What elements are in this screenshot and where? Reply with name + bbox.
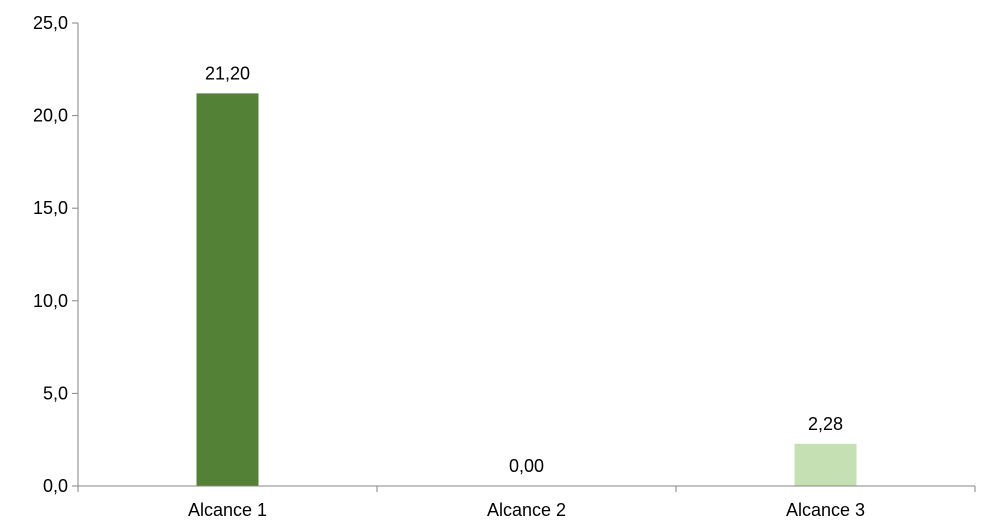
y-tick-label-3: 10,0 xyxy=(33,291,68,311)
bar-3 xyxy=(795,444,857,486)
bar-1 xyxy=(197,93,259,486)
x-tick-label-3: Alcance 3 xyxy=(786,500,865,520)
data-label-3: 2,28 xyxy=(808,414,843,434)
y-tick-label-5: 20,0 xyxy=(33,106,68,126)
y-tick-label-4: 15,0 xyxy=(33,198,68,218)
x-tick-label-1: Alcance 1 xyxy=(188,500,267,520)
y-tick-label-2: 5,0 xyxy=(43,383,68,403)
bars-layer xyxy=(197,93,857,486)
labels-layer: 21,20 Alcance 1 0,00 Alcance 2 2,28 Alcance 3… xyxy=(33,13,865,520)
data-label-1: 21,20 xyxy=(205,63,250,83)
x-tick-label-2: Alcance 2 xyxy=(487,500,566,520)
y-tick-label-1: 0,0 xyxy=(43,476,68,496)
data-label-2: 0,00 xyxy=(509,456,544,476)
y-tick-label-6: 25,0 xyxy=(33,13,68,33)
